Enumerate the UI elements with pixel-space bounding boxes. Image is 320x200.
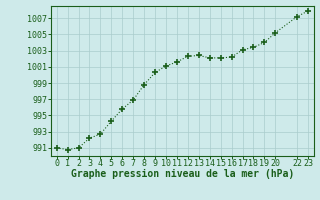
X-axis label: Graphe pression niveau de la mer (hPa): Graphe pression niveau de la mer (hPa) [71, 169, 294, 179]
